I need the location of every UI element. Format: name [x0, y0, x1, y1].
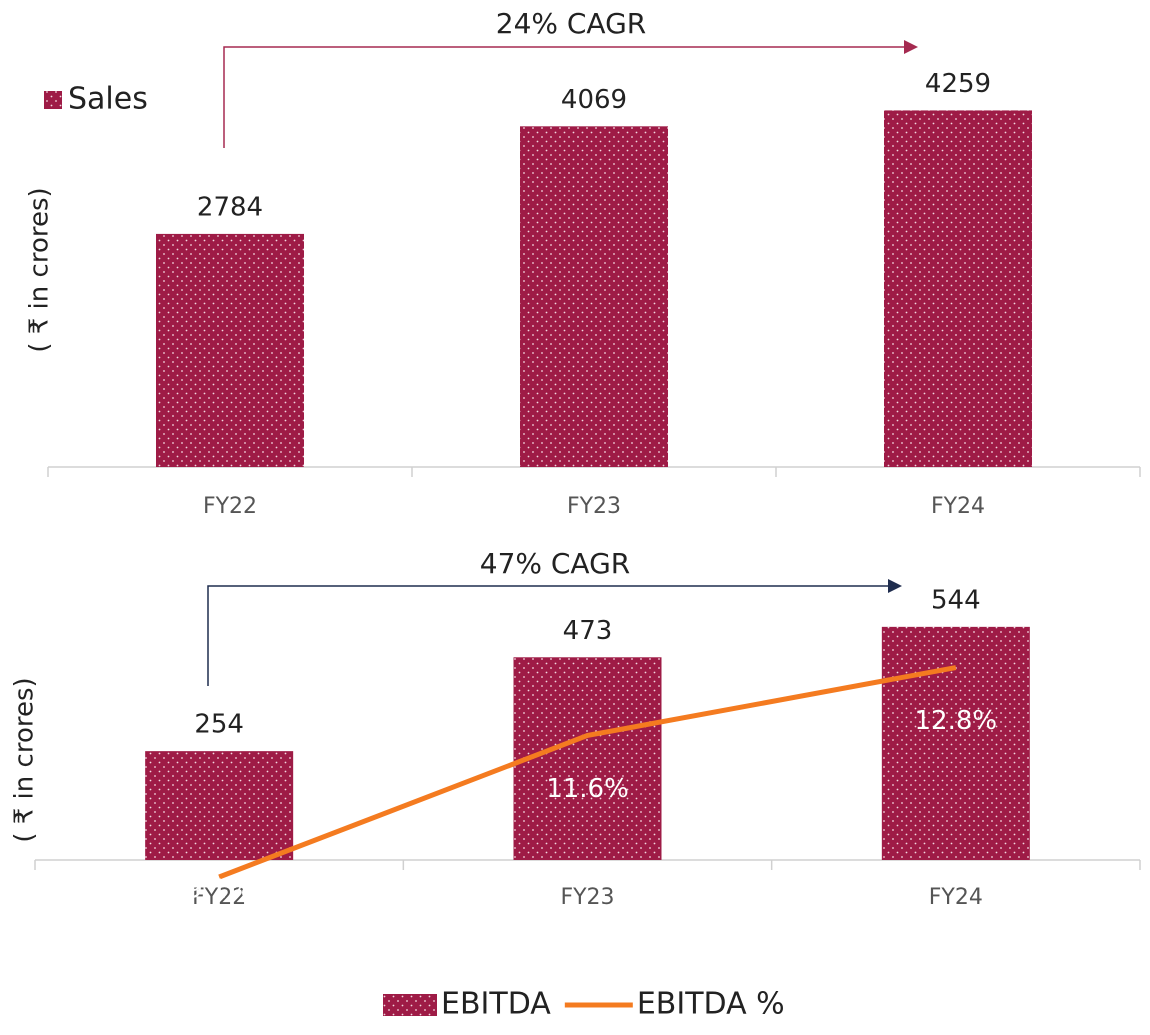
- annotation-arrow: [207, 585, 890, 686]
- arrowhead: [888, 579, 902, 593]
- x-tick-label: FY22: [192, 885, 246, 910]
- bar-data-label: 544: [931, 585, 981, 615]
- bar: [145, 751, 294, 860]
- x-tick-label: FY22: [203, 494, 257, 519]
- x-tick-label: FY23: [560, 885, 614, 910]
- annotation: 24% CAGR: [496, 7, 647, 40]
- x-tick-label: FY23: [567, 494, 621, 519]
- x-tick-label: FY24: [931, 494, 985, 519]
- line-data-label: 11.6%: [546, 774, 629, 804]
- y-axis-label: ( ₹ in crores): [25, 187, 55, 352]
- bar-data-label: 473: [563, 616, 613, 646]
- line: [218, 665, 957, 880]
- legend-swatch: [383, 994, 437, 1016]
- annotation: 47% CAGR: [480, 547, 631, 580]
- x-tick-label: FY24: [929, 885, 983, 910]
- line-data-label: 9.1%: [186, 875, 252, 905]
- bar-data-label: 254: [194, 710, 244, 740]
- bar: [156, 233, 304, 467]
- legend-label: Sales: [68, 82, 148, 117]
- legend-label: EBITDA: [441, 987, 551, 1022]
- bar: [513, 657, 662, 860]
- bar-data-label: 4069: [561, 85, 627, 115]
- y-axis-label: ( ₹ in crores): [10, 677, 40, 842]
- arrowhead: [904, 40, 918, 54]
- bar-data-label: 2784: [197, 192, 263, 222]
- legend-label: EBITDA %: [637, 987, 785, 1022]
- line-data-label: 12.8%: [915, 706, 998, 736]
- bar: [884, 110, 1032, 467]
- legend-swatch: [44, 91, 62, 109]
- bar: [520, 126, 668, 467]
- bar-data-label: 4259: [925, 69, 991, 99]
- annotation-arrow: [223, 46, 906, 148]
- bar: [881, 626, 1030, 860]
